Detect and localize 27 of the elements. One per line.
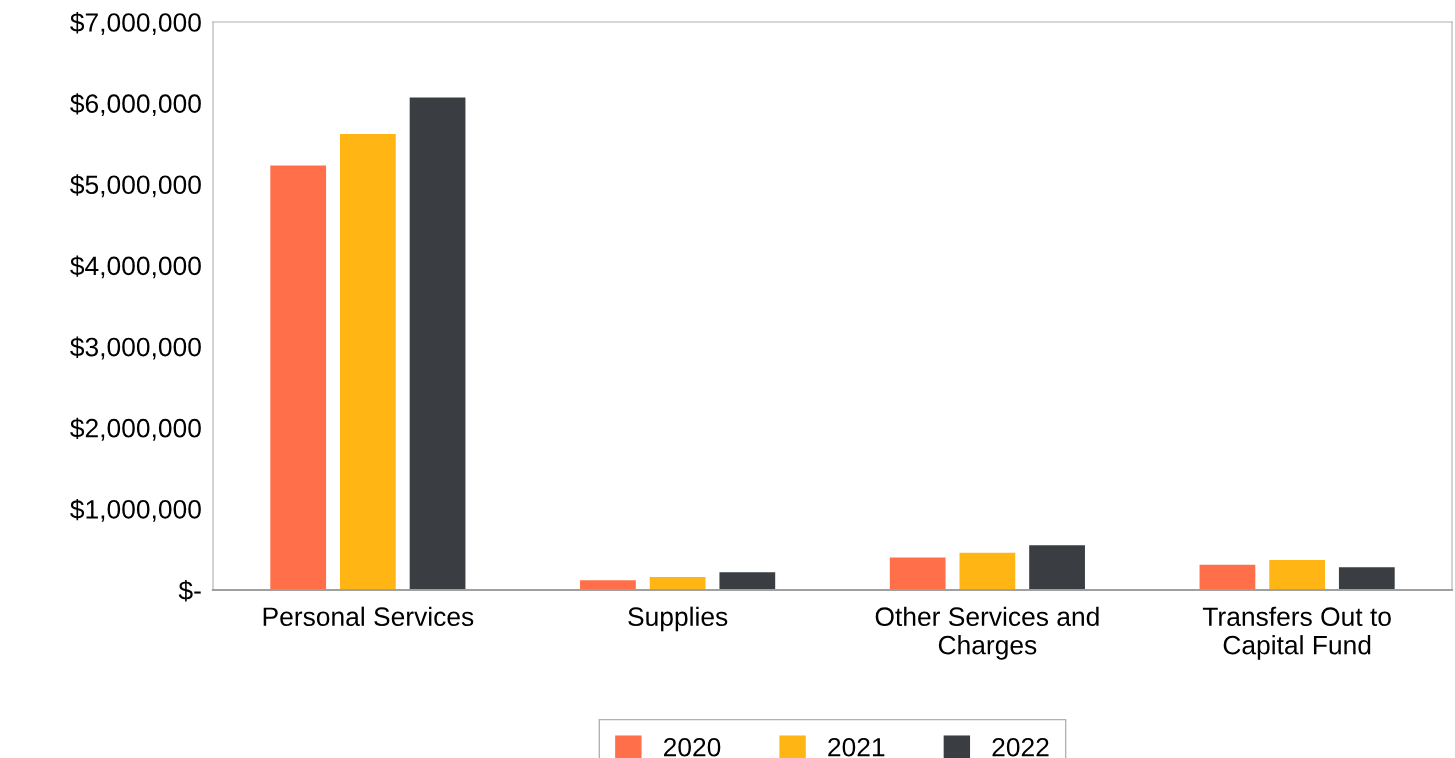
bar	[1269, 559, 1325, 590]
y-tick-label: $7,000,000	[70, 12, 201, 35]
bar	[580, 580, 636, 590]
bar	[719, 572, 776, 590]
x-tick-label: Personal Services	[263, 606, 474, 627]
bar	[1199, 564, 1256, 590]
y-tick-label: $3,000,000	[70, 336, 201, 360]
legend-label: 2021	[828, 737, 885, 757]
y-tick-label: $-	[178, 580, 201, 602]
x-tick-label: Transfers Out to Capital Fund	[1202, 606, 1391, 660]
legend-label: 2022	[992, 737, 1049, 757]
bar	[1338, 567, 1395, 590]
bar	[889, 557, 946, 590]
bar	[649, 577, 706, 590]
bar	[959, 552, 1016, 590]
y-tick-label: $1,000,000	[70, 498, 201, 522]
y-tick-label: $4,000,000	[70, 255, 201, 279]
bar	[340, 133, 396, 590]
bar	[409, 97, 466, 590]
legend-label: 2020	[663, 737, 721, 757]
y-tick-label: $5,000,000	[70, 174, 201, 198]
bar	[270, 165, 327, 590]
x-tick-label: Other Services and Charges	[875, 606, 1099, 660]
y-tick-label: $6,000,000	[70, 93, 201, 117]
y-tick-label: $2,000,000	[70, 417, 201, 441]
x-tick-label: Supplies	[628, 606, 728, 632]
bar	[1029, 545, 1085, 590]
